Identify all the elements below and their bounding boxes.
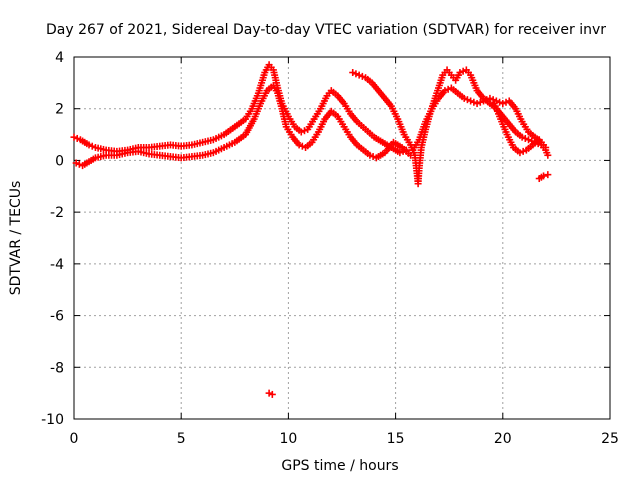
series-arc-b [72, 81, 415, 170]
y-axis-title: SDTVAR / TECUs [8, 181, 24, 296]
y-tick-label: -2 [50, 205, 64, 221]
x-tick-label: 15 [387, 431, 405, 447]
data-point [456, 69, 464, 77]
series-arc-a [70, 61, 410, 157]
data-point [473, 100, 481, 108]
data-point [486, 94, 494, 102]
chart-title: Day 267 of 2021, Sidereal Day-to-day VTE… [46, 22, 606, 38]
axis-ticks: 0 5 10 15 20 25 -10 -8 -6 -4 -2 0 2 4 [41, 50, 619, 447]
y-tick-label: -8 [50, 360, 64, 376]
series-arc-d [409, 84, 550, 154]
data-point [489, 96, 497, 104]
data-point [300, 127, 308, 135]
data-point [476, 98, 484, 106]
data-points [70, 61, 552, 398]
data-point [349, 69, 357, 77]
y-tick-label: -4 [50, 257, 64, 273]
series-isolated [265, 171, 552, 398]
data-point [467, 97, 475, 105]
data-point [518, 133, 526, 141]
y-tick-label: 0 [55, 153, 64, 169]
data-point [535, 136, 543, 144]
x-tick-label: 25 [601, 431, 619, 447]
y-tick-label: 4 [55, 50, 64, 66]
data-point [297, 128, 305, 136]
data-point [483, 96, 491, 104]
data-point [460, 94, 468, 102]
x-tick-label: 0 [70, 431, 79, 447]
data-point [72, 159, 80, 167]
data-point [542, 144, 550, 151]
data-point [295, 141, 303, 149]
data-point [73, 134, 81, 142]
y-tick-label: -10 [41, 412, 64, 428]
data-point [496, 98, 504, 106]
data-point [519, 147, 527, 155]
data-point [463, 96, 471, 104]
data-point [358, 72, 366, 80]
data-point [499, 100, 507, 108]
x-tick-label: 10 [279, 431, 297, 447]
data-point [85, 141, 93, 149]
data-point [441, 87, 449, 95]
plot-frame [73, 56, 611, 420]
data-point [265, 389, 273, 397]
data-point [366, 151, 374, 159]
data-point [521, 134, 529, 142]
series-arc-e [490, 100, 543, 157]
series-arc-c [349, 66, 552, 188]
data-point [268, 390, 276, 398]
x-axis-title: GPS time / hours [281, 458, 398, 474]
data-point [396, 149, 404, 157]
data-point [470, 98, 478, 106]
grid [74, 57, 610, 419]
data-point [516, 149, 524, 157]
data-point [544, 151, 552, 159]
data-point [540, 172, 548, 180]
x-tick-label: 20 [494, 431, 512, 447]
y-tick-label: 2 [55, 102, 64, 118]
data-point [70, 133, 78, 141]
y-tick-label: -6 [50, 309, 64, 325]
data-point [88, 142, 96, 150]
data-point [525, 136, 533, 144]
data-point [352, 70, 360, 78]
data-point [459, 67, 467, 75]
x-tick-label: 5 [177, 431, 186, 447]
data-point [355, 71, 363, 79]
data-point [480, 97, 488, 105]
data-point [544, 171, 552, 179]
